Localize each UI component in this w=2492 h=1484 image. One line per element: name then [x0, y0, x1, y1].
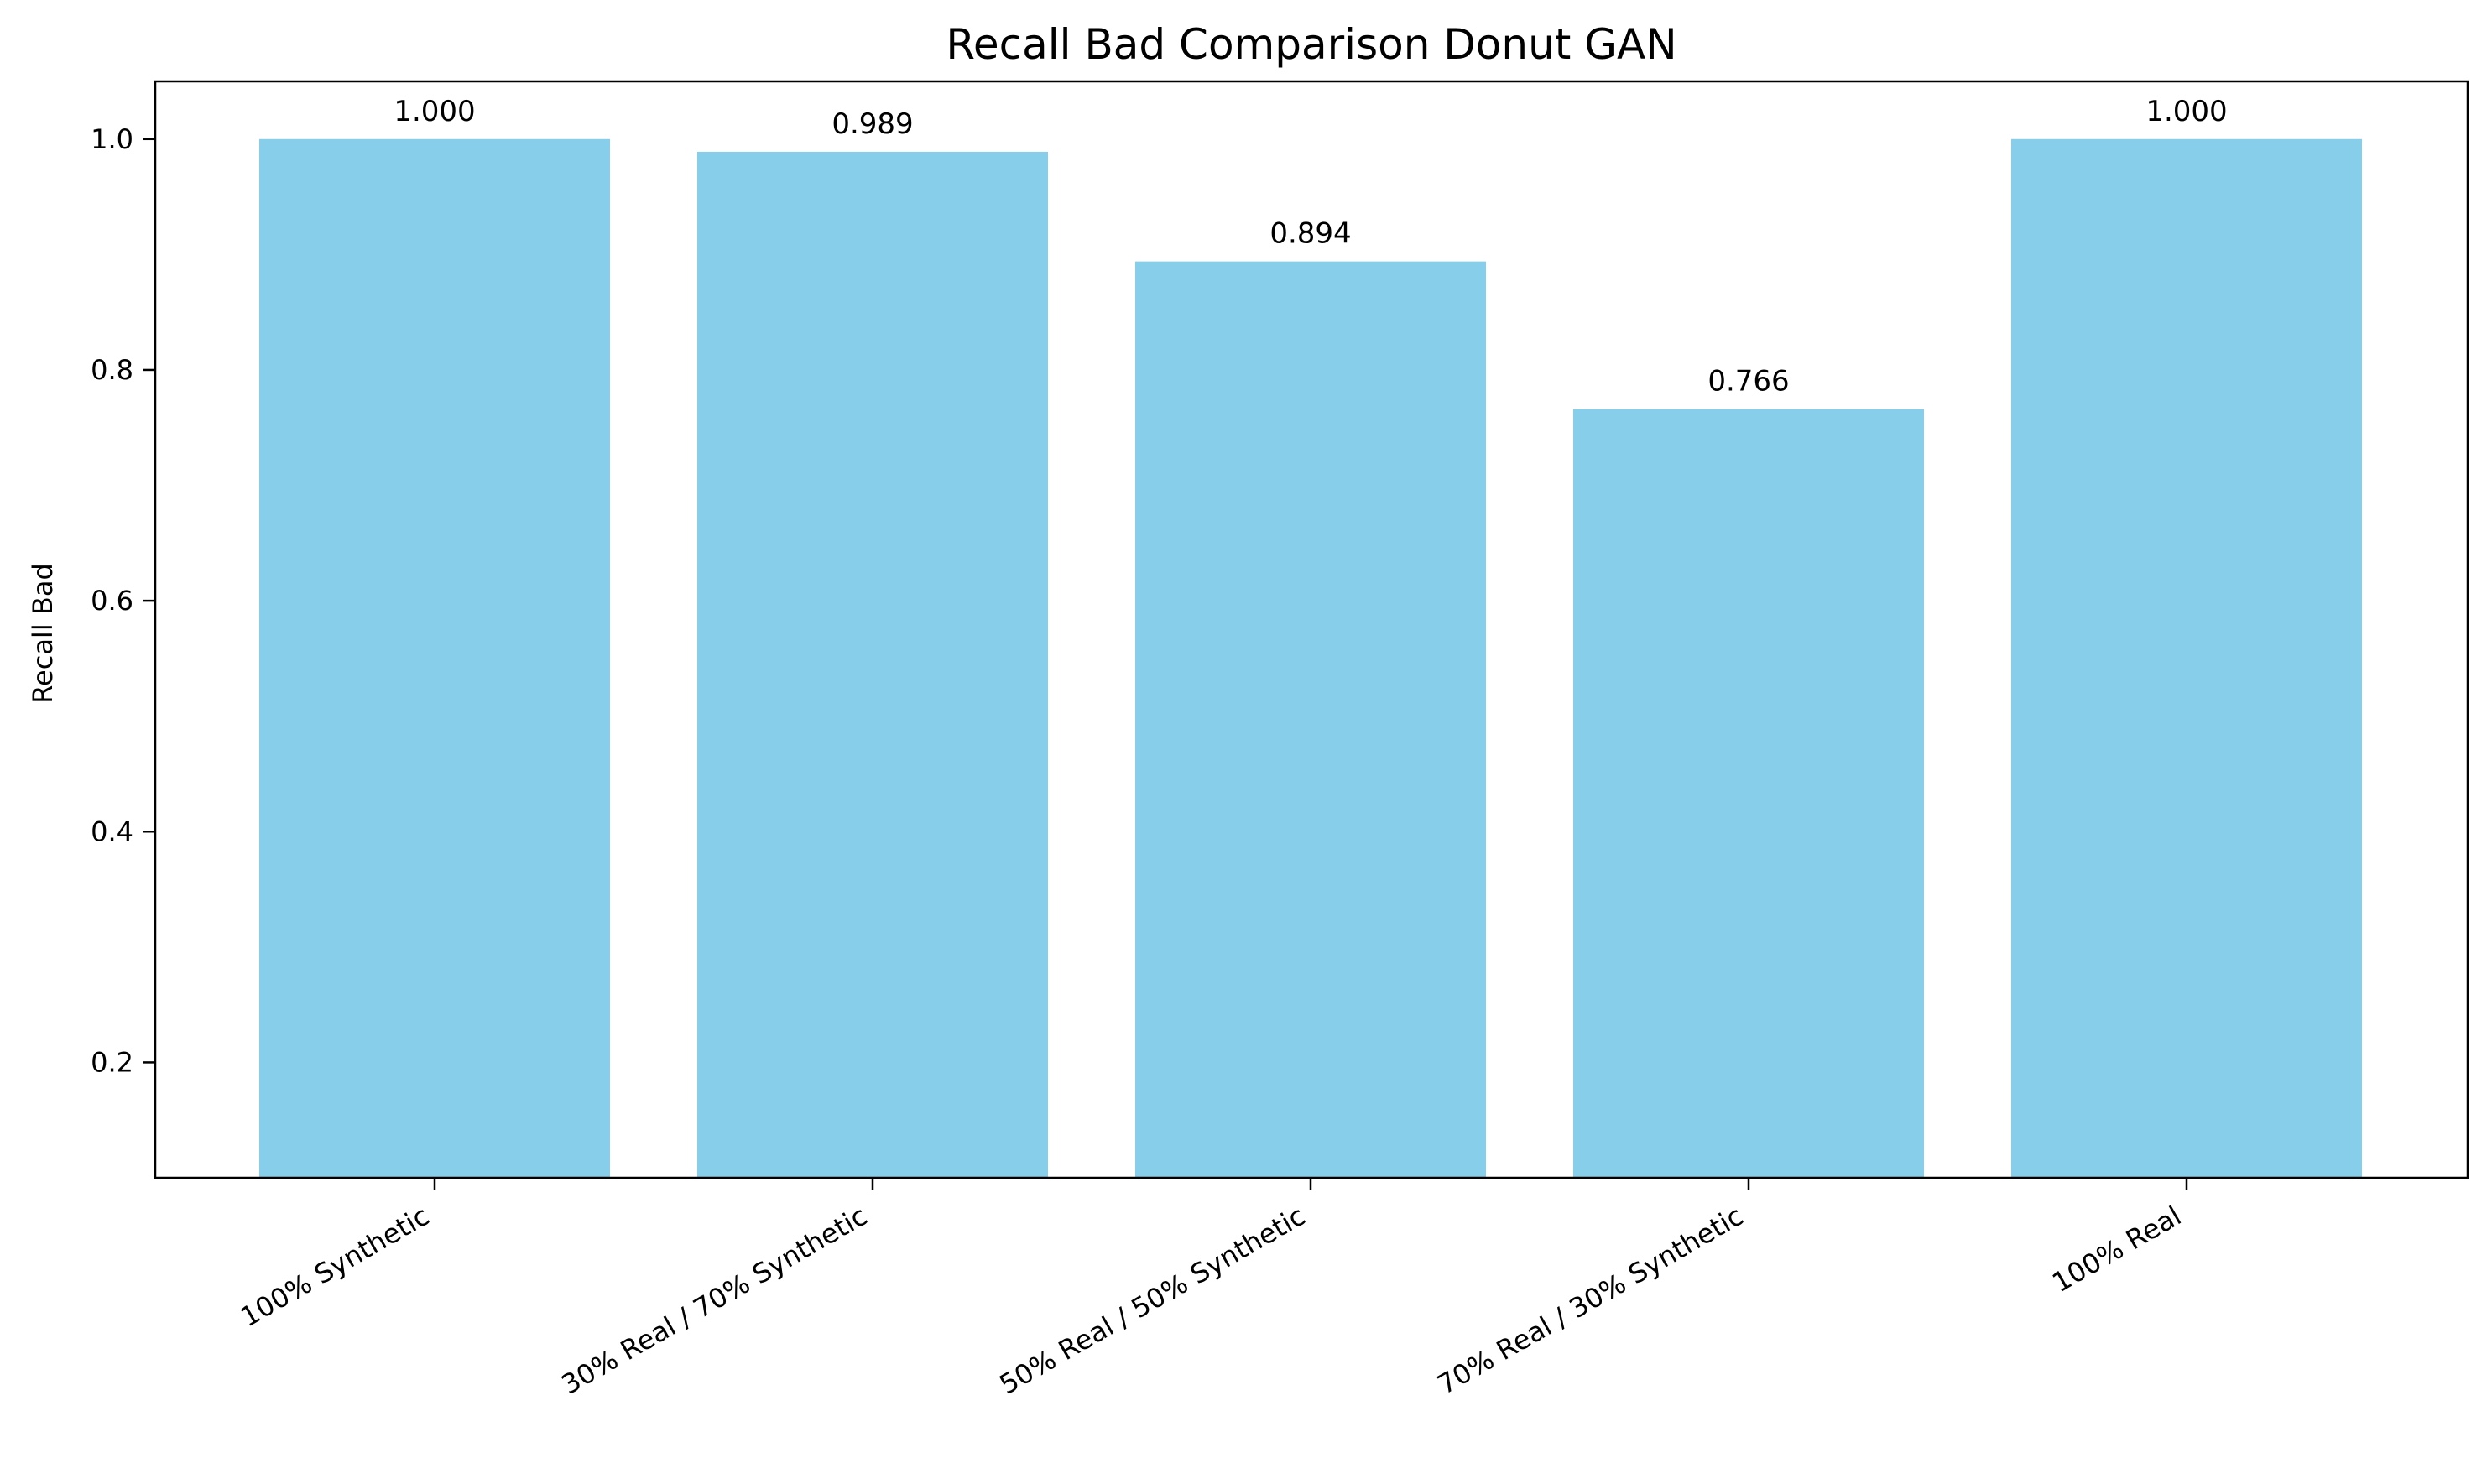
x-tick-label: 70% Real / 30% Synthetic [1432, 1200, 1749, 1401]
bar [1573, 409, 1924, 1178]
bar [2011, 138, 2362, 1179]
chart-title: Recall Bad Comparison Donut GAN [946, 20, 1676, 69]
bar-value-label: 0.894 [1269, 217, 1351, 251]
y-tick-label: 0.4 [91, 815, 133, 847]
plot-frame [154, 80, 2469, 1179]
bar [697, 151, 1048, 1179]
x-axis: 100% Synthetic 30% Real / 70% Synthetic 50… [235, 1178, 2188, 1401]
bar [1135, 261, 1486, 1178]
y-tick-label: 0.2 [91, 1046, 133, 1078]
data-labels-group: 1.000 0.989 0.894 0.766 1.000 [394, 95, 2227, 398]
x-tick-label: 50% Real / 50% Synthetic [994, 1200, 1311, 1401]
bar-value-label: 0.766 [1707, 365, 1789, 398]
x-tick-label: 30% Real / 70% Synthetic [556, 1200, 873, 1401]
x-tick-label: 100% Synthetic [235, 1200, 435, 1333]
y-tick-label: 0.6 [91, 585, 133, 617]
y-tick-label: 1.0 [91, 123, 133, 155]
bar-value-label: 1.000 [394, 95, 475, 128]
bar [259, 138, 610, 1179]
bars-group [259, 138, 2362, 1179]
x-tick-label: 100% Real [2046, 1200, 2187, 1299]
bar-value-label: 0.989 [832, 107, 913, 141]
y-tick-label: 0.8 [91, 354, 133, 386]
bar-value-label: 1.000 [2145, 95, 2227, 128]
y-axis: 0.2 0.4 0.6 0.8 1.0 [91, 123, 155, 1078]
y-axis-label: Recall Bad [27, 563, 59, 704]
